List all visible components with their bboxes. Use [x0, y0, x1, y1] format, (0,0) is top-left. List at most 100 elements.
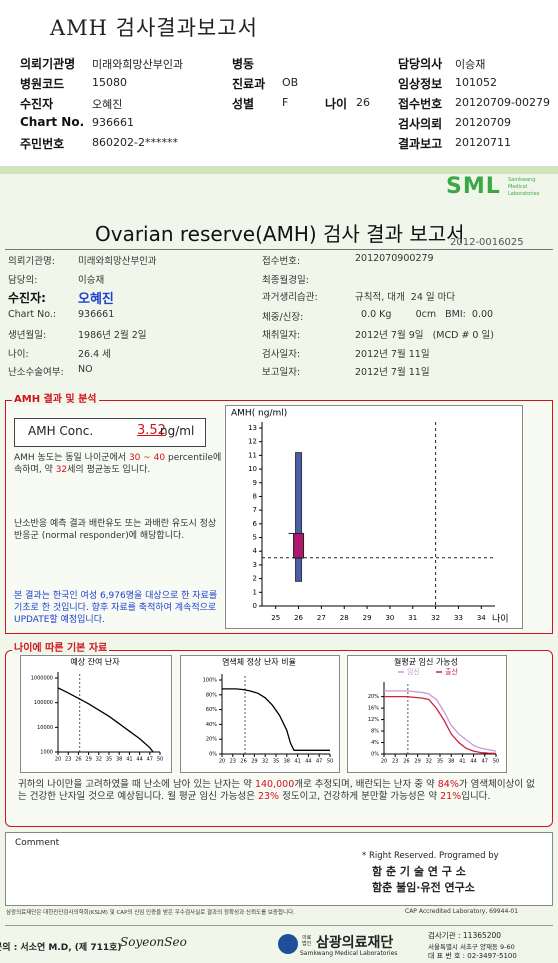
contact: 문의 : 서소연 M.D, (제 711호) [0, 943, 122, 953]
field-value: 860202-2****** [92, 136, 178, 149]
y-tick-label: 4 [253, 547, 258, 555]
range-box [293, 532, 305, 559]
x-tick-label: 20 [381, 759, 387, 765]
y-tick-label: 60% [206, 707, 217, 713]
credit: * Right Reserved. Programed by [362, 851, 499, 861]
field-value: 미래와희망산부인과 [92, 58, 184, 71]
section-heading: AMH 결과 및 분석 [12, 390, 99, 405]
header-title: AMH 검사결과보고서 [50, 16, 258, 40]
y-tick-label: 13 [248, 424, 257, 432]
value: 140,000 [254, 779, 295, 790]
x-axis-label: 나이 [492, 614, 509, 625]
x-tick-label: 34 [477, 614, 486, 622]
credit: 함 춘 기 술 연 구 소 [372, 865, 466, 878]
x-tick-label: 41 [459, 759, 465, 765]
text: 입니다. [461, 791, 491, 802]
field-value: OB [282, 76, 299, 89]
y-tick-label: 10 [248, 465, 257, 473]
info-value: 오혜진 [78, 292, 114, 307]
x-tick-label: 26 [294, 614, 303, 622]
x-tick-label: 47 [316, 759, 322, 765]
logo: SML [446, 174, 501, 199]
info-label: 의뢰기관명: [8, 256, 55, 267]
value: 23% [257, 791, 280, 802]
percentile: 30 ~ 40 [128, 453, 166, 463]
org-logo [278, 934, 298, 954]
x-tick-label: 26 [403, 759, 409, 765]
info-value: 미래와희망산부인과 [78, 256, 157, 267]
info-value: 규칙적, 대개 24 일 마다 [355, 292, 456, 303]
logo-sub: Samkwang [508, 177, 536, 183]
info-label: 최종월경일: [262, 275, 309, 286]
y-tick-label: 20% [368, 694, 379, 700]
x-tick-label: 29 [251, 759, 257, 765]
y-tick-label: 11 [248, 451, 257, 459]
chart-panel [20, 655, 172, 773]
field-value: 26 [356, 96, 370, 109]
certification: 삼광의료재단은 대한진단검사의학회(KSLM) 및 CAP의 신임 인증을 받은… [6, 910, 295, 916]
text: 세의 평균농도 입니다. [67, 465, 151, 475]
info-value: 2012년 7월 11일 [355, 349, 430, 360]
x-tick-label: 29 [363, 614, 372, 622]
x-tick-label: 44 [305, 759, 311, 765]
credit: 함춘 불임·유전 연구소 [372, 881, 475, 894]
info-label: 검사일자: [262, 349, 301, 360]
address: 서울특별시 서초구 양재동 9-60 [428, 943, 515, 951]
comment-label: Comment [15, 838, 60, 848]
x-tick-label: 47 [482, 759, 488, 765]
field-value: 101052 [455, 76, 497, 89]
y-tick-label: 3 [253, 561, 257, 569]
x-tick-label: 20 [219, 759, 225, 765]
field-label: 수진자 [20, 97, 54, 111]
x-tick-label: 32 [262, 759, 268, 765]
y-tick-label: 20% [206, 737, 217, 743]
info-value: NO [78, 364, 93, 375]
org: 삼광의료재단 [316, 935, 394, 951]
signature: SoyeonSeo [120, 935, 187, 949]
info-label: 담당의: [8, 275, 38, 286]
x-tick-label: 38 [116, 757, 122, 763]
x-tick-label: 35 [106, 757, 112, 763]
info-label: 수진자: [8, 291, 46, 305]
x-tick-label: 47 [147, 757, 153, 763]
response: 난소반응 예측 결과 배란유도 또는 과배란 유도시 정상반응군 (normal… [14, 519, 217, 541]
chart-title: 예상 잔여 난자 [70, 657, 120, 667]
x-tick-label: 33 [454, 614, 463, 622]
field-label: 나이 [325, 97, 348, 111]
chart-title: 월평균 임신 가능성 [394, 657, 458, 667]
conc-label: AMH Conc. [28, 424, 94, 438]
x-tick-label: 32 [426, 759, 432, 765]
range-bar [295, 452, 303, 582]
field-label: 검사의뢰 [398, 117, 443, 131]
cap: CAP Accredited Laboratory, 69944-01 [405, 908, 519, 915]
legend-label: 임신 [407, 667, 420, 676]
x-tick-label: 50 [327, 759, 333, 765]
y-tick-label: 9 [253, 479, 257, 487]
info-value: 1986년 2월 2일 [78, 330, 147, 341]
report-title: Ovarian reserve(AMH) 검사 결과 보고서 [95, 222, 465, 246]
info-label: 나이: [8, 349, 29, 360]
field-value: F [282, 96, 289, 109]
conc-box [14, 418, 206, 447]
y-tick-label: 10000 [37, 725, 53, 731]
note: 본 결과는 한국인 여성 6,976명을 대상으로 한 자료를 기초로 한 것입… [14, 591, 218, 625]
conc-value: 3.52 [137, 423, 166, 438]
field-value: 이승재 [455, 58, 486, 71]
info-label: 체중/신장: [262, 312, 304, 323]
x-tick-label: 29 [85, 757, 91, 763]
x-tick-label: 29 [414, 759, 420, 765]
y-tick-label: 7 [253, 506, 257, 514]
y-tick-label: 12% [368, 717, 379, 723]
field-value: 20120709-00279 [455, 96, 550, 109]
org-type: 의료법인 [302, 935, 312, 947]
y-tick-label: 2 [253, 575, 257, 583]
footer-rule [5, 925, 553, 926]
info-value: 2012년 7월 11일 [355, 367, 430, 378]
field-label: 병동 [232, 57, 255, 71]
info-label: 과거생리습관: [262, 292, 318, 303]
info-label: Chart No.: [8, 309, 57, 320]
y-tick-label: 12 [248, 438, 257, 446]
x-tick-label: 41 [294, 759, 300, 765]
code: 검사기관 : 11365200 [428, 931, 502, 940]
y-tick-label: 8 [253, 492, 257, 500]
